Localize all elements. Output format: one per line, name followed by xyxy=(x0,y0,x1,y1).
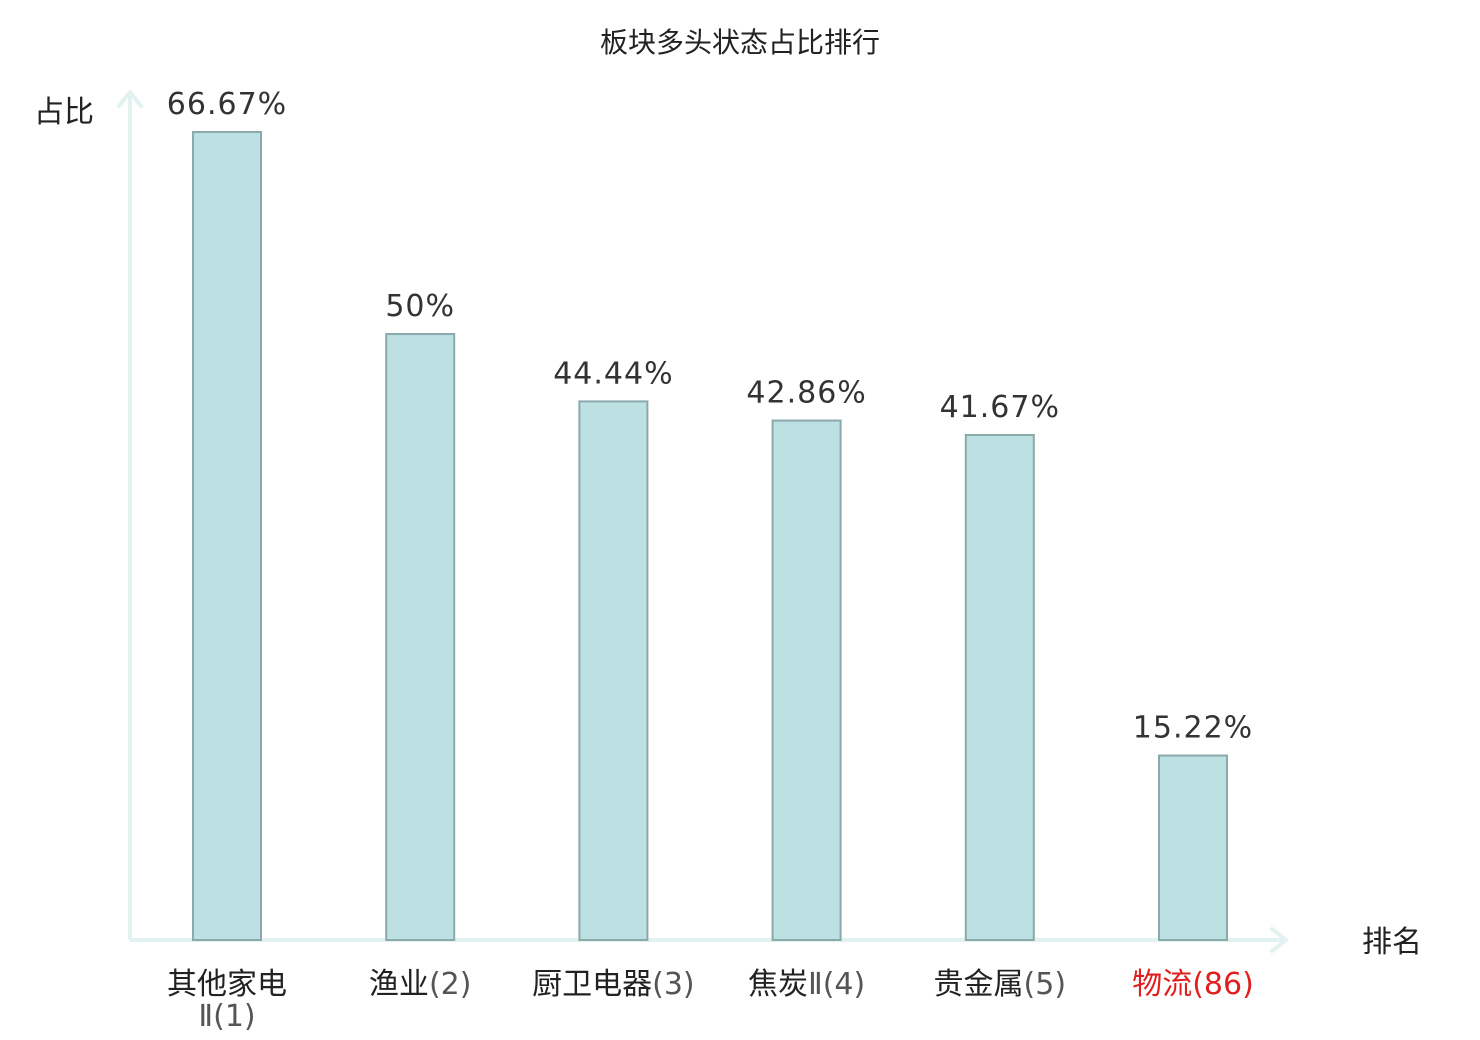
category-rank: (1) xyxy=(213,999,256,1034)
bar-4 xyxy=(771,419,842,942)
category-name-suffix: Ⅱ xyxy=(808,967,823,1002)
category-name: 贵金属 xyxy=(934,967,1024,1002)
category-rank: (5) xyxy=(1024,967,1067,1002)
category-label-1-line2: Ⅱ(1) xyxy=(198,999,255,1034)
y-axis xyxy=(117,90,143,940)
category-name-suffix: Ⅱ xyxy=(198,999,213,1034)
value-label-5: 41.67% xyxy=(940,390,1060,425)
category-label-5: 贵金属(5) xyxy=(934,967,1067,1002)
x-axis xyxy=(130,927,1288,953)
category-rank: (4) xyxy=(823,967,866,1002)
category-label-2: 渔业(2) xyxy=(369,967,472,1002)
category-label-3: 厨卫电器(3) xyxy=(532,967,695,1002)
bar-3 xyxy=(578,400,649,941)
bar-6 xyxy=(1158,754,1228,942)
category-label-4: 焦炭Ⅱ(4) xyxy=(748,967,865,1002)
value-label-4: 42.86% xyxy=(746,376,866,411)
y-axis-label: 占比 xyxy=(34,95,94,130)
value-label-3: 44.44% xyxy=(553,356,673,391)
value-label-6: 15.22% xyxy=(1133,711,1253,746)
value-label-1: 66.67% xyxy=(167,87,287,122)
bar-1 xyxy=(192,131,262,941)
x-axis-arrow-icon xyxy=(1270,927,1288,953)
category-rank: (86) xyxy=(1192,967,1254,1002)
category-name: 焦炭 xyxy=(748,967,808,1002)
category-rank: (3) xyxy=(652,967,695,1002)
category-label-1: 其他家电 xyxy=(167,967,287,1002)
bar-2 xyxy=(385,333,456,942)
value-labels: 66.67% 50% 44.44% 42.86% 41.67% 15.22% xyxy=(167,87,1253,746)
y-axis-arrow-icon xyxy=(117,90,143,108)
bar-series xyxy=(192,131,1228,942)
value-label-2: 50% xyxy=(385,289,455,324)
category-label-6: 物流(86) xyxy=(1132,967,1254,1002)
x-axis-label: 排名 xyxy=(1362,925,1422,960)
chart-title: 板块多头状态占比排行 xyxy=(600,26,880,59)
bar-5 xyxy=(964,433,1035,941)
category-name: 渔业 xyxy=(369,967,429,1002)
category-rank: (2) xyxy=(429,967,472,1002)
category-name: 厨卫电器 xyxy=(532,967,652,1002)
category-name: 物流 xyxy=(1132,967,1192,1002)
category-name: 其他家电 xyxy=(167,967,287,1002)
